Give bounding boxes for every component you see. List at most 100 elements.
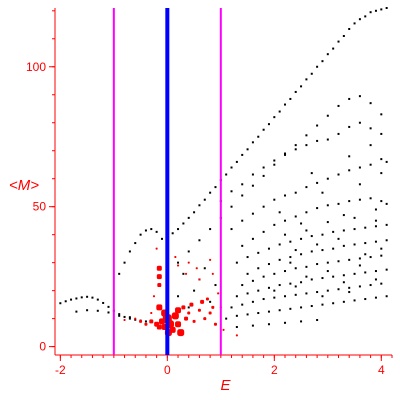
- data-point-black: [273, 223, 276, 226]
- data-point-red: [144, 322, 148, 326]
- data-point-red: [187, 311, 191, 315]
- data-point-black: [348, 97, 351, 100]
- data-point-black: [294, 285, 297, 288]
- data-point-black: [369, 102, 372, 105]
- data-point-black: [193, 289, 196, 292]
- data-point-black: [374, 240, 377, 243]
- data-point-black: [385, 7, 388, 9]
- data-point-black: [241, 284, 244, 287]
- data-point-black: [348, 291, 351, 294]
- data-point-black: [316, 207, 319, 210]
- data-point-black: [385, 295, 388, 298]
- data-point-red: [200, 299, 205, 304]
- data-point-black: [380, 247, 383, 250]
- x-axis-label: E: [220, 377, 231, 394]
- data-point-black: [353, 299, 356, 302]
- data-point-black: [332, 47, 335, 50]
- data-point-black: [332, 230, 335, 233]
- data-point-black: [380, 172, 383, 175]
- y-tick-label: 50: [33, 200, 47, 214]
- data-point-black: [75, 310, 78, 313]
- data-point-black: [246, 148, 249, 151]
- data-point-black: [353, 243, 356, 246]
- data-point-black: [107, 311, 110, 314]
- data-point-black: [337, 202, 340, 205]
- data-point-black: [380, 282, 383, 285]
- data-point-black: [273, 289, 276, 292]
- data-point-black: [326, 289, 329, 292]
- data-point-black: [289, 256, 292, 259]
- data-point-black: [284, 270, 287, 273]
- data-point-black: [380, 8, 383, 11]
- data-point-black: [246, 256, 249, 259]
- data-point-black: [358, 285, 361, 288]
- data-point-black: [369, 197, 372, 200]
- data-point-red: [156, 265, 162, 271]
- data-point-black: [332, 247, 335, 250]
- data-point-black: [305, 229, 308, 232]
- data-point-black: [80, 296, 83, 299]
- data-point-red: [177, 264, 180, 267]
- data-point-black: [305, 211, 308, 214]
- data-point-black: [107, 305, 110, 308]
- data-point-black: [198, 204, 201, 207]
- data-point-black: [235, 160, 238, 163]
- data-point-black: [326, 270, 329, 273]
- data-point-black: [267, 263, 270, 266]
- data-point-black: [342, 34, 345, 37]
- y-axis-label: <M>: [9, 177, 39, 194]
- data-point-black: [251, 173, 254, 176]
- data-point-red: [155, 247, 158, 250]
- data-point-black: [332, 275, 335, 278]
- data-point-red: [187, 261, 190, 264]
- data-point-black: [241, 153, 244, 156]
- data-point-black: [310, 235, 313, 238]
- data-point-red: [217, 292, 220, 295]
- data-point-black: [230, 190, 233, 193]
- data-point-black: [273, 163, 276, 166]
- data-point-black: [369, 11, 372, 14]
- data-point-black: [358, 95, 361, 98]
- data-point-black: [118, 313, 121, 316]
- data-point-black: [348, 286, 351, 289]
- data-point-black: [294, 267, 297, 270]
- data-point-red: [189, 302, 194, 307]
- data-point-red: [211, 305, 215, 309]
- data-point-black: [273, 159, 276, 162]
- data-point-black: [246, 313, 249, 316]
- data-point-black: [262, 174, 265, 177]
- data-point-black: [284, 103, 287, 106]
- data-point-black: [385, 202, 388, 205]
- data-point-black: [230, 205, 233, 208]
- data-point-black: [278, 211, 281, 214]
- data-point-black: [380, 254, 383, 257]
- data-point-red: [197, 308, 201, 312]
- data-point-black: [294, 249, 297, 252]
- data-point-black: [374, 208, 377, 211]
- data-point-red: [181, 305, 186, 310]
- data-point-black: [214, 284, 217, 287]
- data-point-black: [364, 271, 367, 274]
- data-point-black: [193, 211, 196, 214]
- data-point-black: [385, 239, 388, 242]
- data-point-black: [380, 113, 383, 116]
- data-point-black: [278, 309, 281, 312]
- data-point-black: [300, 253, 303, 256]
- data-point-red: [123, 319, 126, 322]
- data-point-black: [235, 261, 238, 264]
- data-point-black: [284, 295, 287, 298]
- data-point-black: [364, 253, 367, 256]
- data-point-black: [262, 298, 265, 301]
- x-tick-label: 0: [164, 363, 171, 377]
- data-point-black: [150, 228, 153, 231]
- data-point-black: [300, 306, 303, 309]
- data-point-black: [369, 144, 372, 147]
- data-point-black: [267, 123, 270, 126]
- data-point-black: [316, 263, 319, 266]
- data-point-black: [267, 247, 270, 250]
- data-point-black: [144, 320, 147, 323]
- data-point-black: [187, 306, 190, 309]
- data-point-black: [257, 267, 260, 270]
- data-point-black: [241, 244, 244, 247]
- data-point-black: [278, 258, 281, 261]
